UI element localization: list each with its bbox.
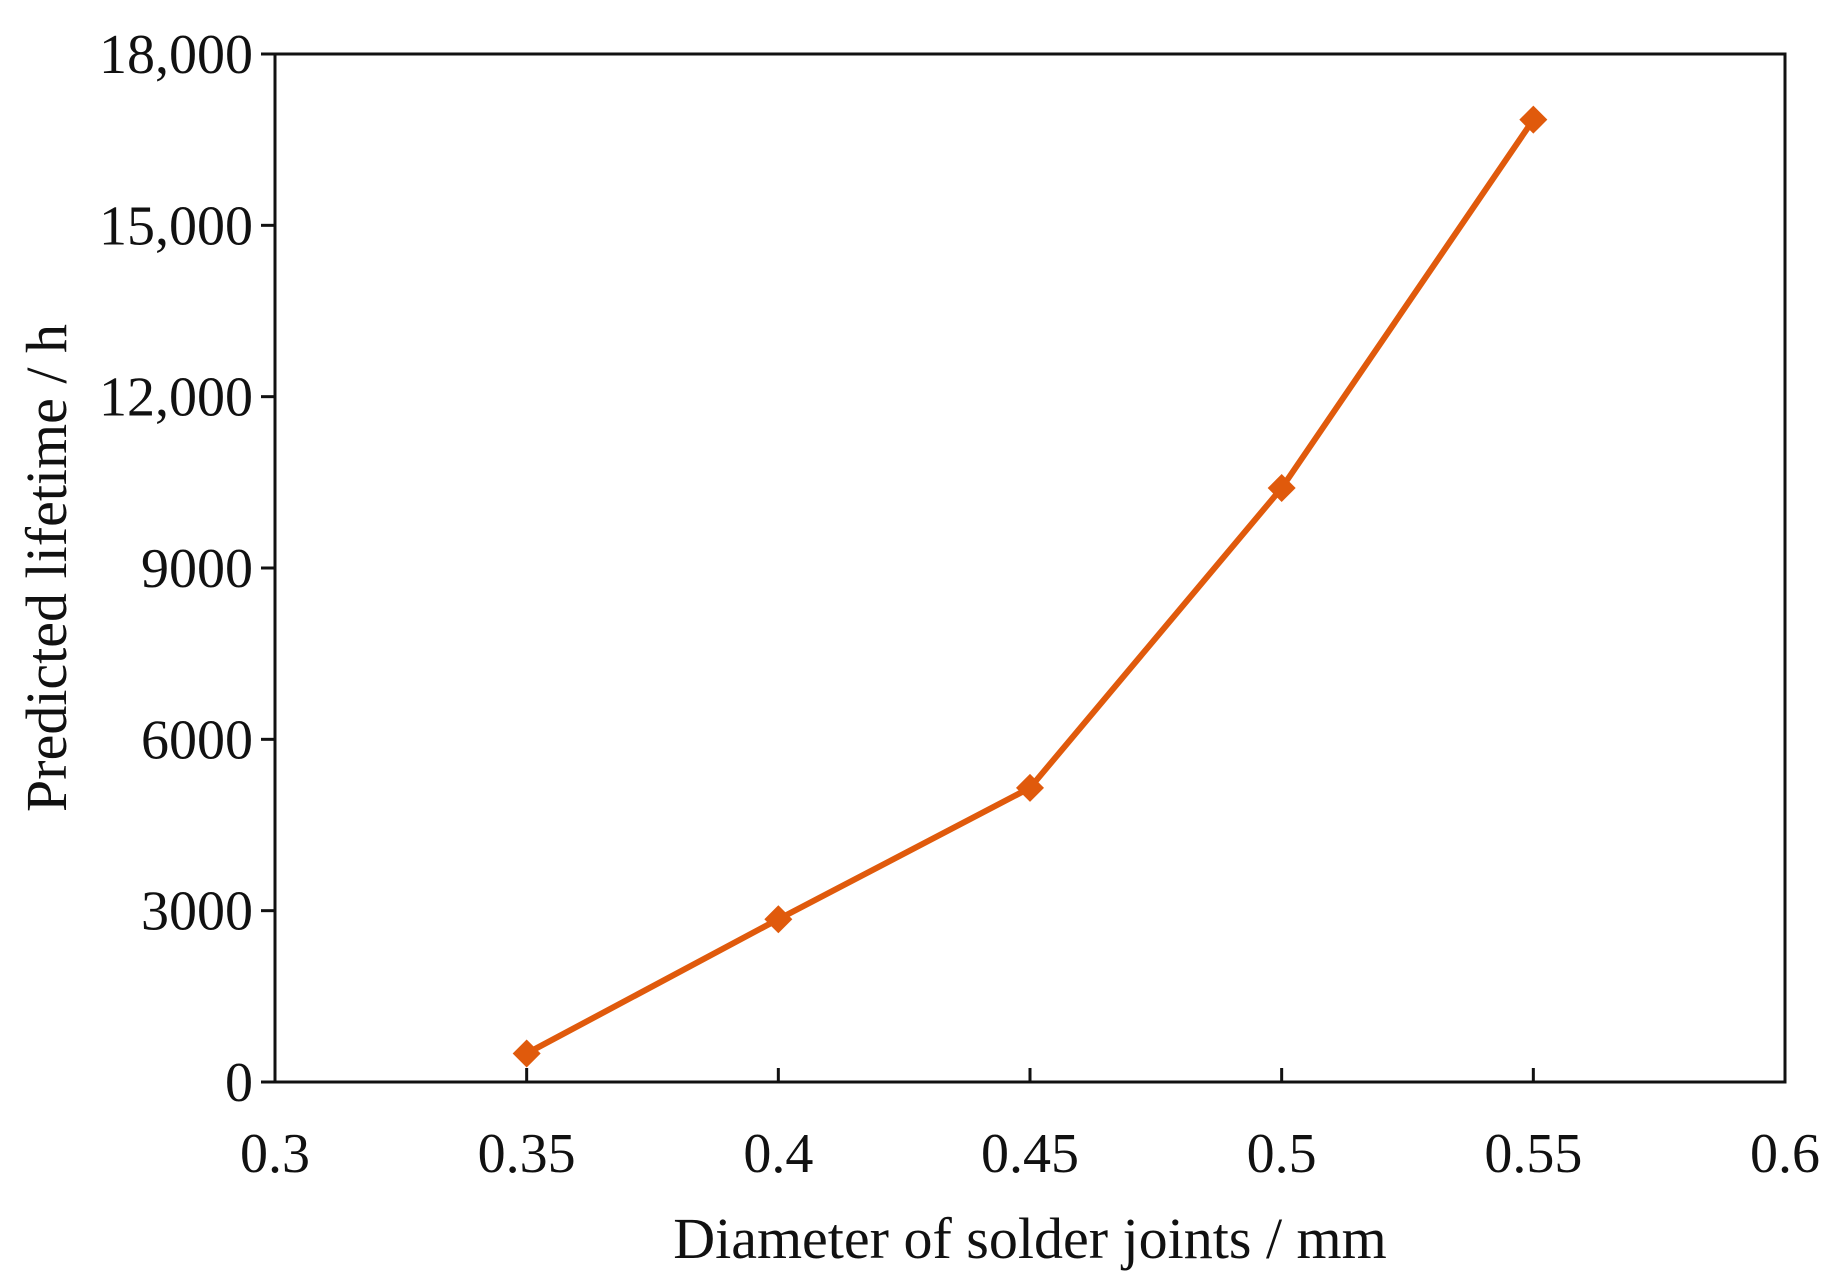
series	[512, 105, 1548, 1068]
x-tick-label: 0.35	[478, 1123, 576, 1185]
plot-frame	[273, 52, 1787, 1084]
data-point-marker	[1016, 773, 1044, 802]
series-line	[523, 116, 1537, 1057]
x-tick-label: 0.6	[1750, 1123, 1820, 1185]
y-tick-label: 6000	[141, 709, 253, 771]
y-tick-label: 12,000	[99, 367, 253, 429]
x-axis-title: Diameter of solder joints / mm	[673, 1206, 1387, 1271]
x-tick-label: 0.5	[1247, 1123, 1317, 1185]
plot-border	[273, 52, 1787, 1084]
y-tick-label: 0	[225, 1052, 253, 1114]
y-axis-title: Predicted lifetime / h	[14, 324, 79, 812]
data-point-marker	[512, 1039, 541, 1068]
data-point-marker	[1267, 474, 1296, 503]
y-tick-label: 15,000	[99, 195, 253, 257]
data-point-marker	[1519, 105, 1548, 134]
x-tick-label: 0.45	[981, 1123, 1079, 1185]
x-tick-label: 0.55	[1484, 1123, 1582, 1185]
data-point-marker	[764, 905, 793, 934]
x-tick-label: 0.4	[743, 1123, 813, 1185]
y-tick-label: 3000	[141, 881, 253, 943]
x-tick-label: 0.3	[240, 1123, 310, 1185]
y-tick-label: 18,000	[99, 24, 253, 86]
x-axis-ticks: 0.3 0.35 0.4 0.45 0.5 0.55 0.6	[240, 1068, 1820, 1185]
y-tick-label: 9000	[141, 538, 253, 600]
y-axis-ticks: 0 3000 6000 9000 12,000 15,000 18,000	[99, 24, 275, 1114]
